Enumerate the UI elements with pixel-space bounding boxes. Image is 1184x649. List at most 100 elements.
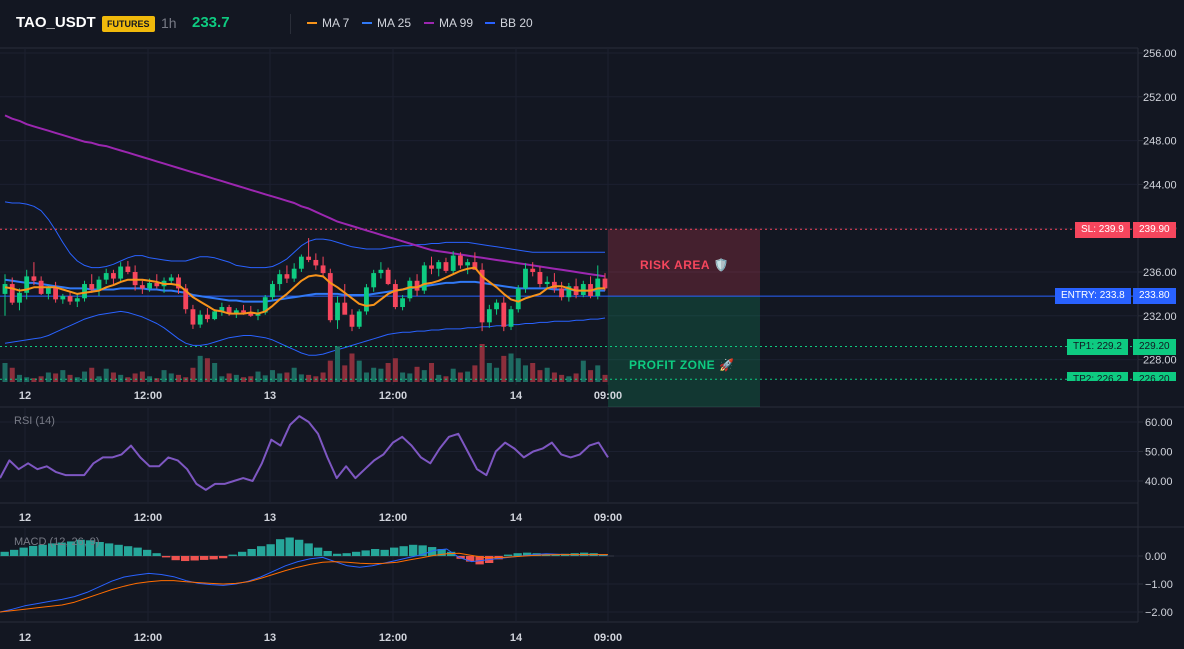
- price-axis-label: 244.00: [1143, 179, 1177, 191]
- legend-bb20[interactable]: BB 20: [485, 16, 533, 30]
- macd-histogram-bar: [323, 550, 332, 556]
- candle-body[interactable]: [45, 287, 51, 294]
- candle-body[interactable]: [17, 292, 22, 303]
- volume-bar: [342, 365, 348, 382]
- candle-body[interactable]: [139, 285, 145, 289]
- candle-body[interactable]: [31, 276, 37, 281]
- candle-body[interactable]: [364, 287, 369, 312]
- time-axis-label: 12:00: [134, 512, 162, 524]
- candle-body[interactable]: [508, 309, 514, 327]
- candle-body[interactable]: [523, 268, 528, 289]
- candle-body[interactable]: [450, 255, 456, 271]
- candle-body[interactable]: [74, 298, 80, 302]
- candle-body[interactable]: [212, 311, 218, 320]
- volume-bar: [414, 366, 420, 382]
- candle-body[interactable]: [204, 314, 210, 320]
- candle-body[interactable]: [306, 256, 312, 260]
- candle-body[interactable]: [472, 262, 478, 270]
- candle-body[interactable]: [67, 296, 73, 302]
- candle-body[interactable]: [233, 310, 239, 314]
- candle-body[interactable]: [421, 265, 427, 291]
- volume-bar: [508, 353, 514, 382]
- candle-body[interactable]: [479, 269, 485, 323]
- candle-body[interactable]: [595, 278, 601, 297]
- candle-body[interactable]: [320, 265, 326, 274]
- candle-body[interactable]: [551, 281, 557, 289]
- macd-histogram-bar: [314, 547, 323, 556]
- candle-body[interactable]: [443, 262, 449, 271]
- candle-body[interactable]: [407, 280, 413, 299]
- candle-body[interactable]: [342, 302, 348, 315]
- candle-body[interactable]: [248, 312, 254, 316]
- candle-body[interactable]: [132, 272, 138, 286]
- sl-price-tag: 239.90: [1133, 222, 1176, 238]
- candle-body[interactable]: [298, 256, 304, 269]
- legend-ma25[interactable]: MA 25: [362, 16, 411, 30]
- candle-body[interactable]: [226, 307, 232, 314]
- candle-body[interactable]: [270, 284, 275, 298]
- candle-body[interactable]: [284, 274, 290, 279]
- candle-body[interactable]: [414, 280, 420, 291]
- volume-bar: [392, 358, 398, 382]
- candle-body[interactable]: [241, 310, 246, 313]
- candle-body[interactable]: [9, 284, 15, 303]
- candle-body[interactable]: [436, 262, 442, 269]
- candle-body[interactable]: [400, 298, 406, 308]
- candle-body[interactable]: [53, 287, 59, 300]
- legend-ma99[interactable]: MA 99: [424, 16, 473, 30]
- candle-body[interactable]: [392, 284, 398, 308]
- candle-body[interactable]: [103, 273, 109, 280]
- candle-body[interactable]: [60, 296, 66, 300]
- candle-body[interactable]: [219, 307, 225, 312]
- candle-body[interactable]: [458, 255, 463, 266]
- candle-body[interactable]: [154, 282, 160, 287]
- candle-body[interactable]: [371, 273, 377, 288]
- candle-body[interactable]: [580, 284, 586, 295]
- candle-body[interactable]: [501, 302, 507, 327]
- legend-ma7[interactable]: MA 7: [307, 16, 349, 30]
- candle-body[interactable]: [486, 309, 492, 323]
- candle-body[interactable]: [277, 274, 283, 285]
- candle-body[interactable]: [313, 259, 319, 266]
- candle-body[interactable]: [559, 288, 565, 298]
- profit-zone: [608, 296, 760, 407]
- candle-body[interactable]: [125, 266, 131, 272]
- candle-body[interactable]: [385, 269, 391, 285]
- candle-body[interactable]: [118, 266, 124, 279]
- candle-body[interactable]: [176, 277, 181, 289]
- candle-body[interactable]: [262, 297, 268, 313]
- candle-body[interactable]: [602, 278, 608, 289]
- symbol-title[interactable]: TAO_USDT: [16, 14, 96, 31]
- candle-body[interactable]: [190, 309, 196, 325]
- candle-body[interactable]: [530, 268, 536, 272]
- tp1-level-tag: TP1: 229.2: [1067, 339, 1128, 355]
- candle-body[interactable]: [89, 284, 95, 290]
- candle-body[interactable]: [24, 276, 30, 293]
- candle-body[interactable]: [537, 272, 543, 285]
- candle-body[interactable]: [197, 314, 203, 325]
- candle-body[interactable]: [82, 284, 87, 299]
- candle-body[interactable]: [96, 279, 102, 290]
- price-axis-label: 228.00: [1143, 355, 1177, 367]
- candle-body[interactable]: [566, 286, 572, 298]
- candle-body[interactable]: [2, 284, 8, 294]
- candle-body[interactable]: [429, 265, 434, 269]
- candle-body[interactable]: [356, 311, 362, 327]
- candle-body[interactable]: [494, 302, 499, 310]
- candle-body[interactable]: [335, 302, 340, 321]
- candle-body[interactable]: [183, 288, 189, 310]
- candle-body[interactable]: [349, 314, 355, 327]
- macd-histogram-bar: [238, 551, 247, 556]
- candle-body[interactable]: [291, 268, 297, 279]
- candle-body[interactable]: [168, 277, 174, 281]
- candle-body[interactable]: [111, 273, 116, 279]
- volume-bar: [544, 367, 550, 382]
- candle-body[interactable]: [544, 281, 550, 285]
- candle-body[interactable]: [465, 262, 471, 266]
- candle-body[interactable]: [327, 273, 333, 321]
- candle-body[interactable]: [378, 269, 384, 274]
- candle-body[interactable]: [515, 288, 521, 310]
- candle-body[interactable]: [147, 282, 152, 289]
- timeframe-label[interactable]: 1h: [161, 15, 177, 31]
